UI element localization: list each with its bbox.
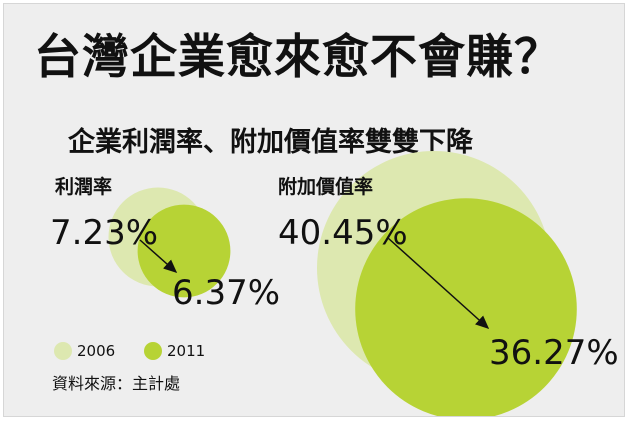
page-title: 台灣企業愈來愈不會賺？ bbox=[34, 30, 562, 85]
legend-label-2011: 2011 bbox=[167, 342, 205, 360]
legend-swatch-2011 bbox=[144, 342, 162, 360]
infographic-frame: 台灣企業愈來愈不會賺？ 企業利潤率、附加價值率雙雙下降 利潤率 7.23% 6.37… bbox=[3, 3, 625, 417]
value-label-2006-0: 7.23% bbox=[50, 213, 158, 253]
bubble-2011-1 bbox=[355, 198, 577, 416]
bubble-2011-0 bbox=[137, 204, 231, 298]
bubble-chart: 利潤率 7.23% 6.37% 附加價值率 40.45% 36.27% 2006 2011 bbox=[50, 151, 619, 416]
decline-arrow-1 bbox=[387, 237, 490, 330]
source-note: 資料來源：主計處 bbox=[52, 374, 181, 393]
legend-swatch-2006 bbox=[54, 342, 72, 360]
decline-arrow-0 bbox=[139, 239, 178, 273]
legend-label-2006: 2006 bbox=[77, 342, 115, 360]
value-label-2011-0: 6.37% bbox=[172, 273, 280, 313]
chart-subtitle: 企業利潤率、附加價值率雙雙下降 bbox=[68, 127, 473, 158]
value-label-2006-1: 40.45% bbox=[278, 213, 408, 253]
value-label-2011-1: 36.27% bbox=[489, 333, 619, 373]
group-label-0: 利潤率 bbox=[55, 175, 112, 198]
group-label-1: 附加價值率 bbox=[278, 175, 373, 198]
